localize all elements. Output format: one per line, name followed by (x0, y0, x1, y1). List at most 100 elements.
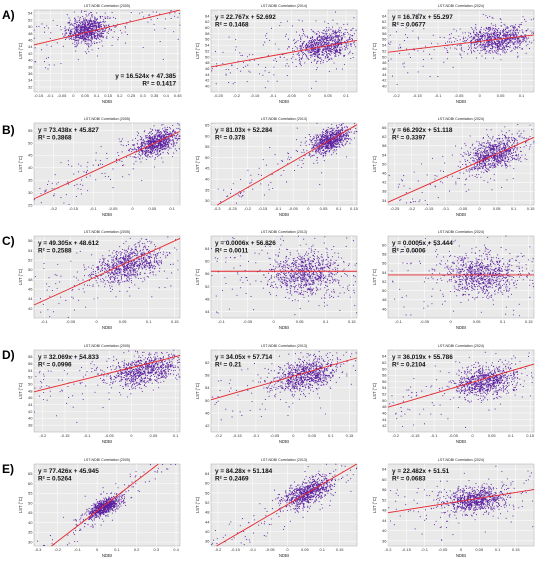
data-point (514, 45, 516, 47)
data-point (74, 46, 76, 48)
plot-area (33, 9, 181, 93)
data-point (294, 45, 296, 48)
data-point (137, 148, 140, 150)
data-point (310, 156, 312, 158)
data-point (505, 35, 507, 37)
data-point (502, 41, 504, 43)
data-point (315, 52, 317, 54)
data-point (239, 52, 241, 54)
data-point (332, 141, 335, 144)
data-point (87, 21, 89, 23)
data-point (315, 140, 317, 142)
data-point (146, 135, 148, 137)
data-point (338, 51, 340, 53)
data-point (155, 139, 157, 141)
data-point (274, 154, 276, 156)
data-point (144, 144, 146, 146)
data-point (467, 53, 469, 55)
data-point (315, 152, 317, 154)
data-point (154, 140, 156, 142)
data-point (74, 37, 76, 39)
data-point (159, 136, 162, 138)
data-point (312, 145, 315, 147)
data-point (323, 144, 325, 146)
data-point (314, 59, 316, 61)
scatter-panel: -0.25 -0.2 -0.15 -0.1 -0.05 0 0.05 0.1 0.15 34 38 4… (372, 115, 538, 217)
data-point (299, 57, 301, 59)
data-point (486, 42, 488, 44)
data-point (310, 140, 312, 142)
data-point (79, 38, 81, 40)
data-point (85, 36, 87, 38)
data-point (485, 152, 487, 154)
data-point (159, 134, 161, 136)
data-point (478, 39, 480, 42)
data-point (124, 26, 126, 28)
data-point (145, 135, 147, 137)
data-point (506, 34, 509, 36)
data-point (309, 136, 312, 138)
y-tick-label: 50 (382, 161, 387, 166)
data-point (99, 31, 101, 33)
data-point (480, 32, 482, 34)
data-point (299, 63, 301, 65)
data-point (152, 155, 154, 157)
data-point (481, 44, 483, 46)
data-point (99, 41, 101, 43)
data-point (499, 145, 501, 147)
data-point (84, 20, 86, 22)
data-point (320, 148, 322, 150)
data-point (133, 145, 135, 147)
data-point (341, 134, 343, 136)
data-point (84, 34, 86, 36)
data-point (76, 29, 78, 31)
data-point (315, 45, 317, 47)
data-point (484, 46, 486, 48)
data-point (417, 13, 420, 15)
data-point (326, 139, 328, 141)
data-point (292, 47, 294, 50)
data-point (227, 195, 229, 197)
data-point (149, 151, 151, 154)
data-point (341, 141, 343, 144)
data-point (262, 44, 264, 46)
data-point (335, 131, 337, 133)
data-point (333, 144, 335, 146)
data-point (90, 39, 92, 42)
data-point (518, 38, 520, 40)
data-point (158, 151, 160, 153)
data-point (325, 56, 327, 58)
x-tick-label: 0.2 (117, 93, 123, 98)
data-point (468, 47, 471, 49)
data-point (310, 49, 312, 51)
data-point (330, 57, 332, 59)
data-point (104, 12, 106, 14)
data-point (103, 21, 105, 23)
data-point (471, 52, 473, 54)
data-point (317, 30, 319, 32)
data-point (341, 39, 343, 41)
data-point (331, 26, 334, 28)
data-point (302, 55, 304, 57)
data-point (321, 132, 323, 134)
data-point (142, 16, 145, 18)
data-point (494, 145, 496, 147)
data-point (148, 132, 150, 135)
data-point (311, 44, 313, 46)
data-point (518, 44, 520, 46)
data-point (329, 135, 331, 137)
data-point (167, 144, 169, 146)
data-point (322, 152, 325, 154)
data-point (520, 132, 522, 135)
data-point (65, 194, 67, 196)
data-point (126, 23, 128, 25)
data-point (389, 34, 391, 36)
r-squared: R² = 0.3868 (38, 135, 72, 142)
data-point (323, 40, 325, 42)
data-point (323, 137, 325, 139)
data-point (79, 18, 81, 20)
data-point (240, 70, 242, 72)
y-tick-label: 25 (28, 202, 33, 207)
data-point (84, 26, 86, 28)
data-point (270, 181, 272, 183)
